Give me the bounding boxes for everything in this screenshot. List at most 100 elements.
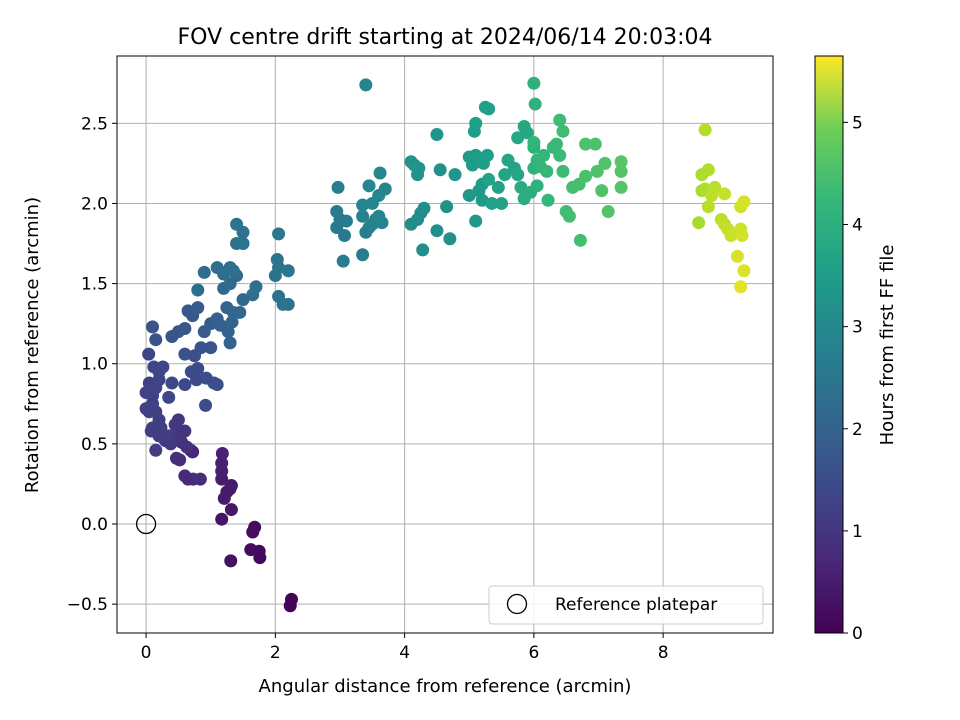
data-point: [191, 301, 205, 315]
data-point: [356, 198, 370, 212]
data-point: [230, 217, 244, 231]
data-point: [330, 204, 344, 218]
plot-frame: [116, 55, 774, 634]
data-point: [480, 148, 494, 162]
data-point: [171, 413, 185, 427]
colorbar-ticks: 0 1 2 3 4 5: [843, 113, 863, 644]
colorbar-tick-label: 4: [852, 216, 863, 236]
data-point: [412, 161, 426, 175]
data-point: [149, 443, 163, 457]
data-point: [462, 150, 476, 164]
x-tick-label: 8: [658, 643, 669, 663]
data-point: [698, 123, 712, 137]
data-point: [178, 424, 192, 438]
data-point: [482, 172, 496, 186]
data-point: [359, 78, 373, 92]
data-point: [737, 264, 751, 278]
data-point: [189, 373, 203, 387]
data-point: [588, 137, 602, 151]
data-point: [204, 341, 218, 355]
data-point: [614, 180, 628, 194]
legend-entry-reference-platepar: Reference platepar: [555, 595, 717, 615]
data-point: [362, 179, 376, 193]
data-point: [705, 188, 719, 202]
data-point: [144, 424, 158, 438]
data-point: [433, 163, 447, 177]
data-point: [485, 196, 499, 210]
data-point: [491, 180, 505, 194]
data-point: [417, 201, 431, 215]
x-tick-label: 4: [399, 643, 410, 663]
colorbar-gradient: [814, 55, 844, 634]
data-point: [527, 76, 541, 90]
data-point: [614, 164, 628, 178]
data-point: [495, 196, 509, 210]
data-point: [448, 168, 462, 182]
data-point: [356, 209, 370, 223]
data-point: [378, 182, 392, 196]
data-point: [701, 163, 715, 177]
data-point: [193, 472, 207, 486]
y-tick-label: 1.5: [81, 275, 108, 295]
reference-marker: [135, 513, 157, 535]
data-point: [737, 195, 751, 209]
data-point: [272, 227, 286, 241]
data-point: [249, 280, 263, 294]
data-point: [372, 209, 386, 223]
data-point: [199, 398, 213, 412]
data-point: [614, 155, 628, 169]
data-point: [601, 204, 615, 218]
data-point: [191, 362, 205, 376]
data-point: [233, 305, 247, 319]
x-tick-label: 6: [528, 643, 539, 663]
data-point: [162, 390, 176, 404]
data-point: [236, 293, 250, 307]
data-point: [430, 224, 444, 238]
data-point: [553, 148, 567, 162]
data-point: [226, 264, 240, 278]
data-point: [236, 237, 250, 251]
data-point: [253, 551, 267, 565]
data-point: [553, 113, 567, 127]
y-tick-label: 2.0: [81, 194, 108, 214]
reference-marker-group: [135, 513, 157, 535]
data-point: [331, 180, 345, 194]
data-point: [339, 214, 353, 228]
data-point: [528, 97, 542, 111]
data-point: [511, 131, 525, 145]
y-tick-label: 0.5: [81, 435, 108, 455]
data-point: [692, 216, 706, 230]
chart-title: FOV centre drift starting at 2024/06/14 …: [178, 25, 713, 50]
data-point: [215, 512, 229, 526]
data-point: [180, 440, 194, 454]
data-point: [511, 168, 525, 182]
data-point: [530, 179, 544, 193]
data-point: [517, 120, 531, 134]
data-point: [562, 209, 576, 223]
legend-box: [488, 585, 764, 625]
data-point: [540, 164, 554, 178]
colorbar-tick-label: 1: [852, 522, 863, 542]
data-point: [443, 232, 457, 246]
data-point: [482, 102, 496, 116]
data-point: [147, 360, 161, 374]
y-tick-label: 0.0: [81, 515, 108, 535]
data-point: [178, 321, 192, 335]
data-point: [246, 525, 260, 539]
data-point: [337, 229, 351, 243]
colorbar-tick-label: 3: [852, 318, 863, 338]
colorbar: 0 1 2 3 4 5 Hours from first FF file: [814, 55, 898, 644]
data-point: [579, 137, 593, 151]
data-point: [178, 347, 192, 361]
y-tick-label: −0.5: [67, 595, 108, 615]
data-point: [215, 446, 229, 460]
data-point: [191, 283, 205, 297]
data-point: [224, 503, 238, 517]
data-point: [165, 376, 179, 390]
data-point: [590, 164, 604, 178]
data-point: [501, 153, 515, 167]
data-point: [498, 168, 512, 182]
data-point: [215, 456, 229, 470]
